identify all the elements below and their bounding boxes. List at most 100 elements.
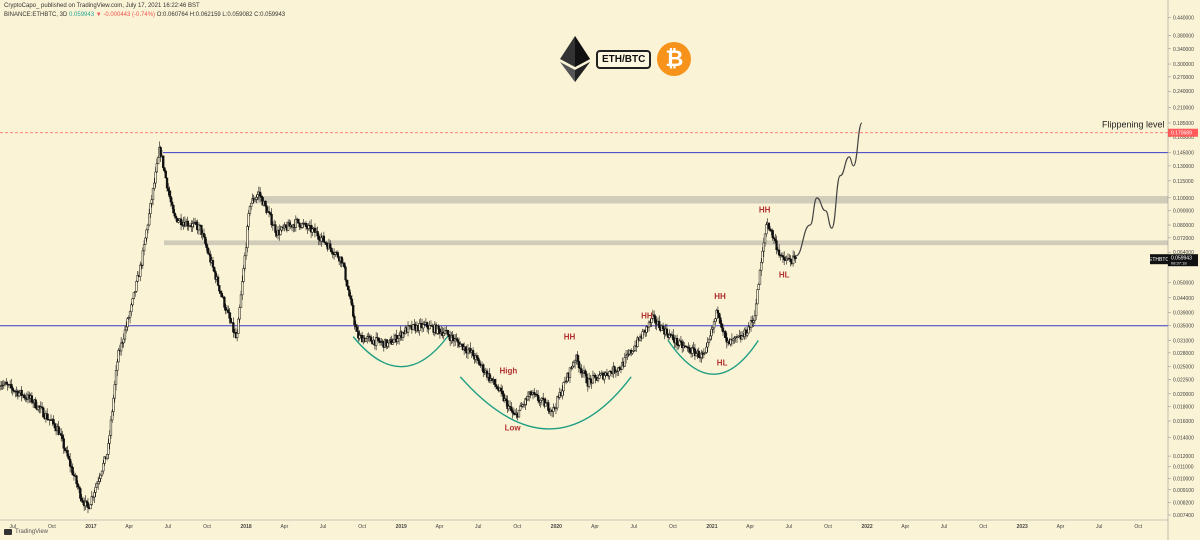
candle: [168, 186, 171, 199]
candle: [94, 483, 97, 498]
candle: [179, 213, 183, 231]
candle: [627, 349, 630, 358]
candle: [718, 312, 721, 324]
time-tick-label: Apr: [436, 524, 444, 530]
time-tick-label: Oct: [513, 524, 521, 530]
branding-label: TradingView: [15, 529, 49, 535]
price-tick-label: 0.064000: [1173, 250, 1194, 256]
candle: [34, 397, 37, 409]
candle: [255, 194, 258, 204]
candle: [721, 323, 725, 336]
candle: [391, 338, 394, 345]
candle: [346, 280, 350, 291]
candle: [344, 264, 347, 282]
candle: [279, 225, 282, 236]
time-tick-label: Apr: [1057, 524, 1065, 530]
time-tick-label: Apr: [125, 524, 133, 530]
candle: [682, 340, 685, 352]
candle: [348, 285, 351, 297]
candle: [1, 380, 4, 391]
time-tick-label: Oct: [669, 524, 677, 530]
candle: [587, 372, 591, 389]
candle: [451, 330, 454, 344]
candle: [17, 390, 21, 398]
time-tick-label: Jul: [165, 524, 171, 530]
candle: [762, 237, 765, 258]
candle: [576, 351, 579, 365]
candle: [436, 325, 439, 335]
candle: [46, 408, 49, 421]
candle: [712, 318, 716, 334]
candle: [191, 220, 194, 232]
price-tick-label: 0.185000: [1173, 121, 1194, 127]
candle: [616, 368, 619, 376]
candle: [758, 268, 762, 285]
candle: [93, 489, 96, 504]
annotation-label: HH: [564, 333, 576, 342]
candle: [232, 317, 235, 338]
candle: [496, 385, 499, 390]
candle: [626, 350, 629, 360]
candle: [209, 250, 212, 266]
candle: [340, 256, 343, 268]
candle: [353, 313, 356, 330]
candle: [510, 401, 513, 412]
candle: [200, 225, 203, 239]
candle: [256, 191, 259, 200]
candle: [141, 247, 144, 269]
time-tick-label: Oct: [203, 524, 211, 530]
candle: [204, 234, 207, 246]
candle: [331, 250, 334, 259]
candle: [564, 376, 568, 385]
candle: [214, 269, 217, 284]
candle: [280, 226, 283, 233]
candle: [329, 240, 332, 252]
candle: [494, 378, 498, 390]
candle: [647, 320, 651, 332]
pair-label: ETH/BTC: [596, 49, 652, 69]
time-tick-label: Oct: [824, 524, 832, 530]
time-tick-label: 2020: [551, 524, 562, 530]
candle: [753, 310, 757, 325]
price-tick-label: 0.014000: [1173, 435, 1194, 441]
candle: [316, 226, 319, 240]
candle: [122, 333, 125, 348]
candle: [572, 360, 575, 368]
price-tick-label: 0.044000: [1173, 296, 1194, 302]
time-tick-label: Oct: [1134, 524, 1142, 530]
price-tick-label: 0.012000: [1173, 454, 1194, 460]
candle: [134, 291, 137, 297]
candle: [521, 403, 524, 409]
annotation-label: HH: [759, 206, 771, 215]
candle: [719, 314, 722, 327]
candle: [174, 213, 178, 222]
candle: [568, 367, 572, 384]
candle: [343, 262, 346, 269]
candle: [732, 338, 735, 345]
candle: [264, 199, 267, 208]
symbol-info: BINANCE:ETHBTC, 3D 0.059943 ▼ -0.000443 …: [4, 11, 285, 20]
candle: [737, 335, 740, 339]
candle: [270, 208, 273, 228]
annotation-label: HL: [717, 359, 728, 368]
candle: [651, 309, 655, 320]
candle: [526, 391, 530, 401]
candle: [645, 325, 648, 337]
candle: [355, 323, 359, 332]
candle: [53, 422, 56, 432]
candle: [477, 354, 480, 364]
candle: [702, 348, 706, 359]
candle: [173, 209, 176, 219]
candle: [599, 372, 602, 377]
candle: [84, 495, 87, 511]
candle: [227, 305, 230, 314]
candle: [114, 365, 118, 391]
candle: [358, 330, 361, 341]
candle: [499, 384, 503, 397]
candle: [142, 240, 146, 256]
candle: [788, 254, 791, 260]
candle: [61, 430, 64, 442]
candle: [512, 407, 516, 416]
candle: [781, 252, 785, 263]
